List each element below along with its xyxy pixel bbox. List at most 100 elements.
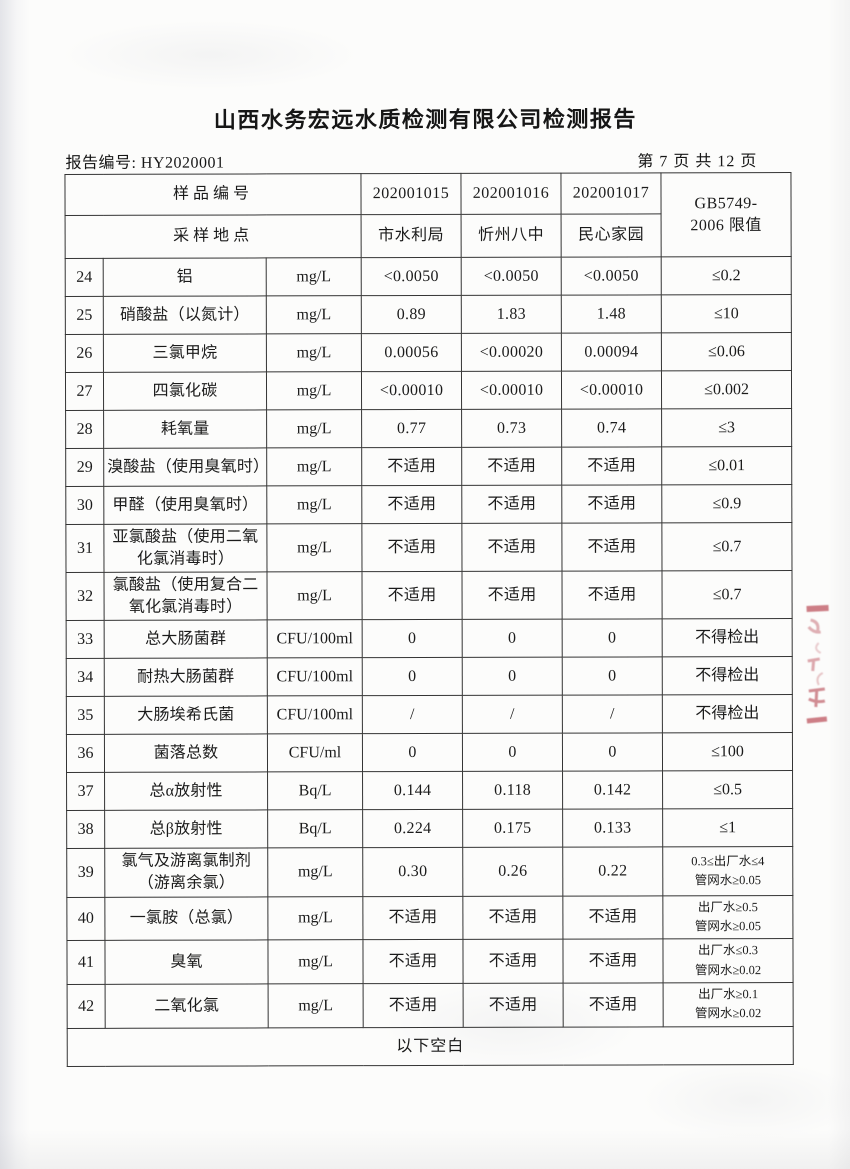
parameter-name: 总大肠菌群 [104, 620, 268, 659]
value-sample-2: <0.00010 [461, 371, 562, 410]
parameter-name: 二氧化氯 [105, 983, 269, 1029]
row-number: 26 [65, 334, 104, 373]
parameter-name: 三氯甲烷 [103, 333, 267, 373]
table-row: 25 硝酸盐（以氮计） mg/L 0.89 1.83 1.48 ≤10 [65, 294, 792, 335]
limit-value: ≤0.002 [661, 370, 792, 409]
value-sample-2: <0.0050 [461, 257, 562, 296]
unit: mg/L [266, 571, 363, 621]
table-row: 41 臭氧 mg/L 不适用 不适用 不适用 出厂水≤0.3 管网水≥0.02 [66, 938, 794, 985]
location-2: 忻州八中 [461, 214, 562, 258]
unit: CFU/100ml [267, 696, 363, 735]
value-sample-1: 不适用 [361, 485, 462, 524]
parameter-name: 氯气及游离氯制剂（游离余氯） [104, 848, 268, 897]
value-sample-1: 0 [362, 657, 463, 697]
row-number: 32 [65, 572, 105, 621]
limit-value: ≤0.7 [662, 570, 793, 620]
limit-value: 出厂水≤0.3 管网水≥0.02 [662, 938, 794, 983]
location-3: 民心家园 [561, 213, 662, 258]
table-row: 36 菌落总数 CFU/ml 0 0 0 ≤100 [66, 732, 793, 773]
row-number: 29 [65, 448, 104, 487]
value-sample-1: 0 [362, 619, 463, 659]
value-sample-3: 不适用 [561, 446, 662, 486]
sample-id-2: 202001016 [460, 173, 562, 215]
table-row: 40 一氯胺（总氯） mg/L 不适用 不适用 不适用 出厂水≥0.5 管网水≥… [66, 895, 793, 941]
parameter-name: 菌落总数 [104, 734, 268, 773]
parameter-name: 一氯胺（总氯） [104, 896, 268, 941]
table-header-group: 样品编号 202001015 202001016 202001017 GB574… [64, 172, 792, 259]
scan-edge-shadow-left [0, 0, 30, 1169]
report-number: 报告编号: HY2020001 [65, 154, 225, 172]
unit: mg/L [266, 409, 362, 448]
red-stamp-fragment [806, 604, 829, 724]
parameter-name: 耐热大肠菌群 [104, 658, 268, 697]
value-sample-3: 不适用 [561, 522, 663, 572]
value-sample-2: 不适用 [462, 939, 564, 984]
row-number: 30 [65, 486, 104, 525]
table-row: 30 甲醛（使用臭氧时） mg/L 不适用 不适用 不适用 ≤0.9 [65, 484, 792, 525]
value-sample-3: 0.00094 [561, 332, 662, 372]
limit-value: ≤0.9 [661, 484, 792, 523]
unit: CFU/100ml [267, 620, 363, 659]
footer-row: 以下空白 [67, 1026, 794, 1067]
limit-value: 不得检出 [662, 618, 793, 658]
unit: mg/L [266, 295, 362, 334]
value-sample-3: 0.133 [562, 809, 663, 848]
limit-value: 不得检出 [662, 656, 793, 696]
row-number: 31 [65, 524, 104, 573]
limit-value: ≤10 [661, 294, 792, 333]
value-sample-3: 1.48 [561, 294, 662, 334]
unit: mg/L [268, 983, 364, 1028]
limit-value: ≤100 [662, 732, 793, 772]
value-sample-3: 不适用 [562, 571, 663, 620]
sample-id-3: 202001017 [560, 172, 662, 215]
limit-value: ≤0.06 [661, 332, 792, 371]
unit: Bq/L [267, 810, 363, 849]
value-sample-1: <0.0050 [361, 257, 462, 296]
value-sample-1: 不适用 [362, 895, 463, 940]
page-indicator: 第 7 页 共 12 页 [637, 153, 758, 171]
value-sample-1: 不适用 [363, 983, 464, 1028]
value-sample-2: 0 [462, 619, 563, 658]
limit-value: ≤0.01 [661, 446, 792, 485]
value-sample-2: 不适用 [461, 447, 562, 486]
value-sample-1: 0.144 [362, 771, 463, 811]
parameter-name: 总α放射性 [104, 772, 268, 811]
page-title: 山西水务宏远水质检测有限公司检测报告 [213, 106, 637, 133]
parameter-name: 耗氧量 [103, 409, 267, 449]
parameter-name: 铝 [103, 257, 267, 297]
row-number: 35 [66, 696, 105, 735]
unit: mg/L [266, 333, 362, 372]
unit: Bq/L [267, 772, 363, 811]
parameter-name: 大肠埃希氏菌 [104, 696, 268, 735]
parameter-name: 氯酸盐（使用复合二氧化氯消毒时） [103, 572, 268, 621]
table-body: 24 铝 mg/L <0.0050 <0.0050 <0.0050 ≤0.2 2… [65, 256, 794, 1029]
value-sample-2: 0.26 [462, 847, 563, 896]
row-number: 38 [66, 810, 105, 849]
table-row: 33 总大肠菌群 CFU/100ml 0 0 0 不得检出 [66, 618, 793, 659]
unit: mg/L [266, 447, 362, 486]
value-sample-3: <0.0050 [561, 256, 662, 296]
table-row: 29 溴酸盐（使用臭氧时） mg/L 不适用 不适用 不适用 ≤0.01 [65, 446, 792, 487]
value-sample-2: 0.73 [461, 409, 562, 448]
value-sample-3: 0.22 [562, 847, 663, 896]
value-sample-2: 0 [462, 657, 563, 696]
row-number: 36 [66, 734, 105, 773]
value-sample-2: <0.00020 [461, 333, 562, 372]
parameter-name: 总β放射性 [104, 810, 268, 849]
value-sample-1: 不适用 [361, 523, 463, 572]
value-sample-1: / [362, 695, 463, 735]
value-sample-2: 不适用 [463, 983, 564, 1028]
row-number: 39 [66, 848, 105, 898]
table-row: 42 二氧化氯 mg/L 不适用 不适用 不适用 出厂水≥0.1 管网水≥0.0… [67, 982, 794, 1029]
value-sample-2: 不适用 [462, 571, 563, 620]
report-meta-line: 报告编号: HY2020001 第 7 页 共 12 页 [65, 147, 757, 173]
unit: mg/L [266, 371, 362, 410]
value-sample-2: / [462, 695, 563, 734]
unit: mg/L [267, 848, 363, 897]
unit: mg/L [267, 939, 364, 984]
row-number: 37 [66, 772, 105, 811]
limit-value: 不得检出 [662, 694, 793, 734]
scan-smudge [60, 20, 360, 90]
value-sample-3: 不适用 [562, 895, 663, 940]
value-sample-1: 0.00056 [361, 333, 462, 372]
